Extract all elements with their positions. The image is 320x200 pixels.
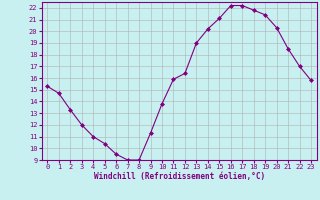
X-axis label: Windchill (Refroidissement éolien,°C): Windchill (Refroidissement éolien,°C): [94, 172, 265, 181]
